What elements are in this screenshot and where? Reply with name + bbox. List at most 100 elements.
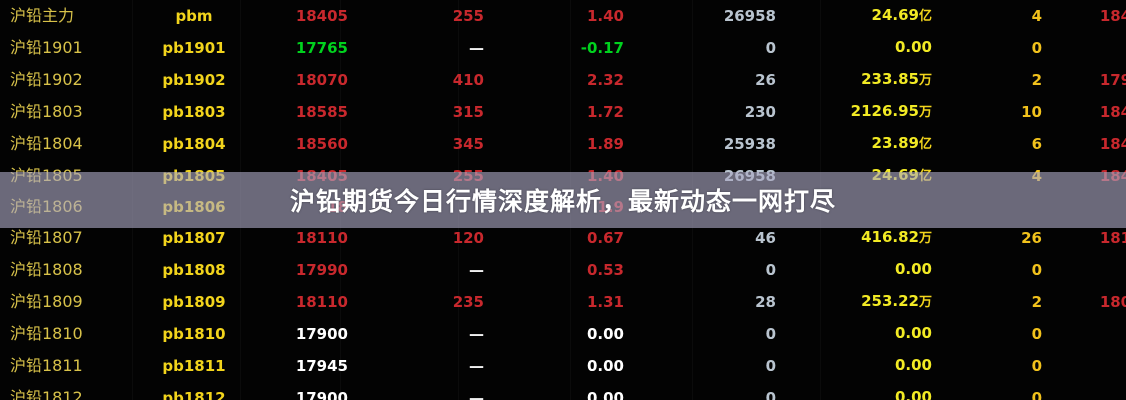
change-percent-cell: 2.32 (586, 71, 624, 89)
turnover-value: 0.00 (894, 260, 932, 278)
contract-name-cell: 沪铅1804 (10, 134, 83, 153)
change-percent-cell: 1.40 (586, 167, 624, 185)
open-price-cell: 18155 (1099, 229, 1126, 247)
open-interest-cell: 0 (1031, 389, 1042, 400)
open-interest-cell (966, 192, 1068, 222)
last-price-cell: 18110 (295, 229, 348, 247)
open-price-cell: 0 (1068, 350, 1126, 382)
open-price-cell: 0 (1068, 382, 1126, 400)
change-percent-cell: 1.40 (586, 7, 624, 25)
turnover-cell: 2126.95万 (804, 96, 966, 128)
volume-cell: 0 (765, 389, 776, 400)
table-row[interactable]: 沪铅1805 pb1805 18405 255 1.40 26958 24.69亿 4 1840… (0, 160, 1126, 192)
contract-code-cell: pb1901 (162, 39, 226, 57)
contract-code-cell: pb1803 (162, 103, 226, 121)
open-price-cell: 18405 (1099, 167, 1126, 185)
open-interest-cell: 0 (1031, 357, 1042, 375)
contract-name-cell: 沪铅1808 (10, 260, 83, 279)
volume-cell (654, 192, 804, 222)
open-price-cell: 18405 (1099, 7, 1126, 25)
volume-cell: 28 (755, 293, 776, 311)
last-price-cell: 18 (327, 198, 348, 216)
open-price-cell: 18460 (1099, 103, 1126, 121)
change-percent-cell: 0.67 (586, 229, 624, 247)
change-percent-cell: 1.31 (586, 293, 624, 311)
turnover-value: 0.00 (894, 388, 932, 400)
contract-code-cell: pbm (175, 7, 213, 25)
contract-code-cell: pb1805 (162, 167, 226, 185)
turnover-unit: 万 (918, 105, 932, 120)
turnover-value: 24.69 (871, 6, 919, 24)
last-price-cell: 18585 (295, 103, 348, 121)
contract-code-cell: pb1811 (162, 357, 226, 375)
change-percent-cell: 1.9 (597, 198, 624, 216)
change-cell: 255 (452, 167, 484, 185)
change-cell (366, 192, 512, 222)
table-row[interactable]: 沪铅1809pb1809181102351.3128253.22万2180801… (0, 286, 1126, 318)
table-row[interactable]: 沪铅1804 pb1804 18560 345 1.89 25938 23.89亿 6 1848… (0, 128, 1126, 160)
open-interest-cell: 0 (1031, 39, 1042, 57)
turnover-cell: 0.00 (804, 254, 966, 286)
last-price-cell: 18110 (295, 293, 348, 311)
turnover-cell: 23.89亿 (804, 128, 966, 160)
contract-code-cell: pb1806 (162, 198, 226, 216)
contract-code-cell: pb1812 (162, 389, 226, 400)
turnover-cell: 24.69亿 (804, 160, 966, 192)
last-price-cell: 17765 (295, 39, 348, 57)
change-percent-cell: 1.89 (586, 135, 624, 153)
turnover-value: 0.00 (894, 356, 932, 374)
turnover-value: 2126.95 (850, 102, 919, 120)
volume-cell: 0 (765, 39, 776, 57)
last-price-cell: 18405 (295, 167, 348, 185)
volume-cell: 26 (755, 71, 776, 89)
last-price-cell: 18405 (295, 7, 348, 25)
contract-name-cell: 沪铅1806 (10, 197, 83, 216)
volume-cell: 26958 (723, 7, 776, 25)
table-row[interactable]: 沪铅1807 pb1807 18110 120 0.67 46 416.82万 26 18155… (0, 222, 1126, 254)
contract-name-cell: 沪铅1902 (10, 70, 83, 89)
contract-name-cell: 沪铅1901 (10, 38, 83, 57)
turnover-cell: 0.00 (804, 350, 966, 382)
open-price-cell: 18080 (1099, 293, 1126, 311)
contract-code-cell: pb1804 (162, 135, 226, 153)
change-cell: 410 (452, 71, 484, 89)
contract-code-cell: pb1809 (162, 293, 226, 311)
contract-name-cell: 沪铅1805 (10, 166, 83, 185)
contract-name-cell: 沪铅主力 (10, 6, 75, 25)
volume-cell: 46 (755, 229, 776, 247)
turnover-value: 23.89 (871, 134, 919, 152)
open-price-cell: 0 (1068, 32, 1126, 64)
last-price-cell: 17900 (295, 389, 348, 400)
turnover-cell: 233.85万 (804, 64, 966, 96)
open-interest-cell: 4 (1031, 7, 1042, 25)
contract-code-cell: pb1810 (162, 325, 226, 343)
change-percent-cell: 0.00 (586, 389, 624, 400)
open-interest-cell: 26 (1021, 229, 1042, 247)
table-row[interactable]: 沪铅1803 pb1803 18585 315 1.72 230 2126.95万 10 184… (0, 96, 1126, 128)
contract-code-cell: pb1902 (162, 71, 226, 89)
change-cell: 120 (452, 229, 484, 247)
turnover-cell (804, 192, 966, 222)
turnover-cell: 24.69亿 (804, 0, 966, 32)
turnover-unit: 亿 (918, 137, 932, 152)
turnover-unit: 亿 (918, 169, 932, 184)
turnover-unit: 亿 (918, 9, 932, 24)
open-interest-cell: 2 (1031, 293, 1042, 311)
turnover-value: 0.00 (894, 38, 932, 56)
turnover-value: 0.00 (894, 324, 932, 342)
change-percent-cell: 0.53 (586, 261, 624, 279)
table-row[interactable]: 沪铅主力pbm184052551.402695824.69亿4184051842… (0, 0, 1126, 32)
change-cell: 345 (452, 135, 484, 153)
table-row[interactable]: 沪铅1902pb1902180704102.3226233.85万2179951… (0, 64, 1126, 96)
change-cell: — (469, 357, 484, 375)
change-cell: 255 (452, 7, 484, 25)
open-price-cell: 0 (1068, 254, 1126, 286)
last-price-cell: 17900 (295, 325, 348, 343)
